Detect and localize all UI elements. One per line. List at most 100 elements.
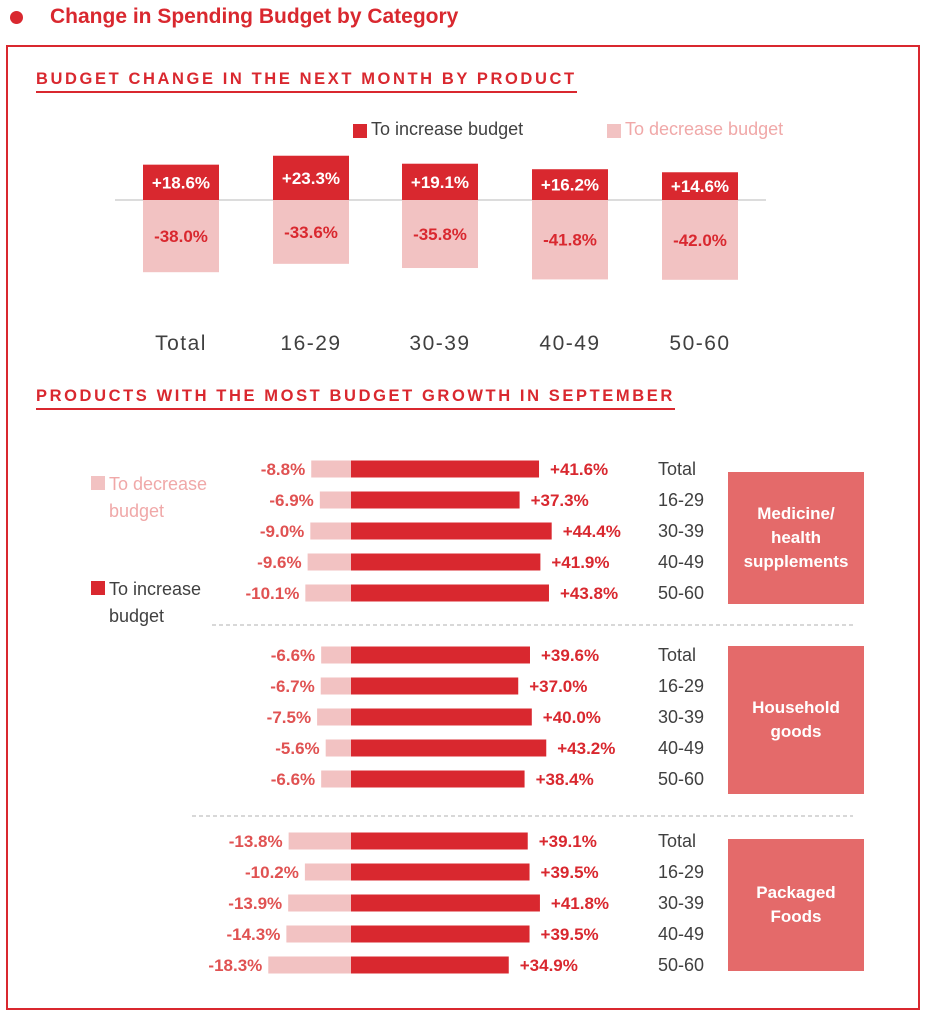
decrease-bar: [662, 200, 738, 280]
decrease-value-label: -13.8%: [229, 832, 283, 851]
row-label: 40-49: [658, 738, 704, 758]
increase-bar: [402, 163, 478, 200]
decrease-bar: [268, 956, 351, 974]
decrease-value-label: -42.0%: [673, 231, 727, 250]
decrease-value-label: -6.6%: [271, 770, 315, 789]
decrease-bar: [286, 925, 351, 943]
category-box-label: Medicine/health supplements: [744, 502, 849, 574]
decrease-bar: [320, 677, 351, 695]
bottom-chart-title: PRODUCTS WITH THE MOST BUDGET GROWTH IN …: [36, 387, 675, 410]
increase-bar: [351, 491, 520, 509]
decrease-bar: [402, 200, 478, 269]
decrease-bar: [532, 200, 608, 280]
decrease-value-label: -7.5%: [267, 708, 311, 727]
increase-value-label: +18.6%: [152, 173, 210, 192]
decrease-value-label: -8.8%: [261, 460, 305, 479]
increase-value-label: +43.8%: [560, 584, 618, 603]
decrease-value-label: -5.6%: [275, 739, 319, 758]
increase-value-label: +41.8%: [551, 894, 609, 913]
decrease-value-label: -10.1%: [245, 584, 299, 603]
increase-value-label: +39.1%: [539, 832, 597, 851]
legend2-decrease-swatch: [91, 476, 105, 490]
row-label: 16-29: [658, 862, 704, 882]
decrease-bar: [143, 200, 219, 273]
increase-bar: [351, 460, 540, 478]
decrease-bar: [273, 200, 349, 264]
increase-value-label: +38.4%: [536, 770, 594, 789]
category-box-line: Packaged: [756, 883, 836, 902]
legend-increase-label: To increase budget: [371, 119, 524, 139]
increase-value-label: +44.4%: [563, 522, 621, 541]
decrease-bar: [304, 863, 351, 881]
decrease-value-label: -35.8%: [413, 225, 467, 244]
category-box: Medicine/health supplements: [728, 472, 864, 604]
increase-value-label: +39.6%: [541, 646, 599, 665]
legend2-increase-label: To increase budget: [109, 579, 202, 626]
increase-bar: [351, 646, 530, 664]
row-label: 40-49: [658, 552, 704, 572]
increase-bar: [351, 584, 549, 602]
increase-value-label: +23.3%: [282, 169, 340, 188]
increase-value-label: +37.0%: [529, 677, 587, 696]
decrease-bar: [311, 460, 351, 478]
decrease-value-label: -41.8%: [543, 231, 597, 250]
increase-bar: [143, 164, 219, 200]
decrease-bar: [288, 894, 351, 912]
increase-bar: [351, 708, 532, 726]
category-tick-label: 30-39: [409, 332, 470, 355]
category-box-line: Medicine/: [757, 504, 835, 523]
decrease-value-label: -18.3%: [208, 956, 262, 975]
decrease-value-label: -6.7%: [270, 677, 314, 696]
page-title: Change in Spending Budget by Category: [50, 5, 459, 28]
category-tick-label: 40-49: [539, 332, 600, 355]
increase-bar: [351, 894, 540, 912]
increase-value-label: +14.6%: [671, 177, 729, 196]
decrease-value-label: -13.9%: [228, 894, 282, 913]
decrease-value-label: -9.6%: [257, 553, 301, 572]
increase-value-label: +41.6%: [550, 460, 608, 479]
increase-value-label: +37.3%: [531, 491, 589, 510]
increase-value-label: +43.2%: [557, 739, 615, 758]
increase-value-label: +40.0%: [543, 708, 601, 727]
decrease-bar: [321, 770, 351, 788]
increase-bar: [351, 553, 541, 571]
increase-value-label: +19.1%: [411, 173, 469, 192]
header-bullet-icon: [10, 11, 23, 24]
top-chart-title: BUDGET CHANGE IN THE NEXT MONTH BY PRODU…: [36, 70, 577, 93]
increase-value-label: +39.5%: [541, 925, 599, 944]
increase-bar: [351, 677, 519, 695]
increase-bar: [662, 172, 738, 200]
category-box-line: health: [770, 528, 822, 547]
increase-value-label: +34.9%: [520, 956, 578, 975]
decrease-bar: [288, 832, 351, 850]
decrease-value-label: -6.9%: [269, 491, 313, 510]
row-label: 16-29: [658, 490, 704, 510]
legend-decrease-label: To decrease budget: [625, 119, 784, 139]
decrease-bar: [317, 708, 351, 726]
row-label: 40-49: [658, 924, 704, 944]
row-label: Total: [658, 645, 696, 665]
category-box-line: Foods: [770, 907, 822, 926]
decrease-value-label: -9.0%: [260, 522, 304, 541]
increase-bar: [351, 925, 530, 943]
decrease-value-label: -14.3%: [226, 925, 280, 944]
decrease-value-label: -38.0%: [154, 227, 208, 246]
legend2-increase-swatch: [91, 581, 105, 595]
legend-increase-swatch: [353, 124, 367, 138]
decrease-value-label: -33.6%: [284, 223, 338, 242]
row-label: 50-60: [658, 583, 704, 603]
category-box-line: goods: [770, 722, 822, 741]
decrease-bar: [319, 491, 351, 509]
increase-bar: [351, 739, 547, 757]
decrease-bar: [325, 739, 351, 757]
row-label: 30-39: [658, 893, 704, 913]
category-box-label: Household goods: [752, 696, 840, 744]
row-label: 50-60: [658, 769, 704, 789]
decrease-bar: [310, 522, 351, 540]
increase-bar: [351, 956, 509, 974]
legend2-decrease-label: To decrease budget: [109, 474, 208, 521]
decrease-bar: [305, 584, 351, 602]
increase-value-label: +41.9%: [551, 553, 609, 572]
increase-value-label: +39.5%: [541, 863, 599, 882]
increase-value-label: +16.2%: [541, 176, 599, 195]
